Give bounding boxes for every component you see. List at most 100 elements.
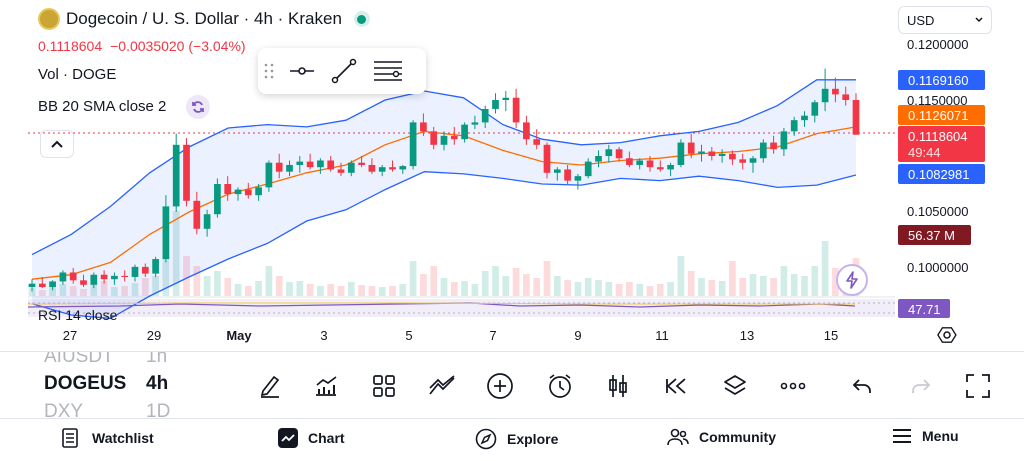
nav-chart[interactable]: Chart <box>278 428 345 448</box>
templates-icon[interactable] <box>368 370 400 402</box>
alert-icon[interactable] <box>544 370 576 402</box>
rsi-legend[interactable]: RSI 14 close <box>38 307 118 321</box>
watchlist-icon <box>62 428 78 448</box>
draw-pen-icon[interactable] <box>254 370 286 402</box>
volume-bar <box>759 276 767 296</box>
candle-body <box>111 275 118 280</box>
replay-icon[interactable] <box>660 370 692 402</box>
symbol-next[interactable]: DXY <box>44 401 84 418</box>
horizontal-ray-icon[interactable] <box>288 61 316 81</box>
candle-body <box>584 161 592 177</box>
candle-body <box>656 167 664 170</box>
drawing-toolbox[interactable] <box>258 48 426 94</box>
volume-bar <box>203 276 211 296</box>
candle-body <box>80 280 87 285</box>
price-tick: 0.1050000 <box>907 204 969 219</box>
price-tick: 0.1150000 <box>907 93 968 108</box>
candle-body <box>234 189 242 195</box>
drawing-lines-icon[interactable] <box>426 370 458 402</box>
bb-lower-tag: 0.1082981 <box>898 164 985 184</box>
community-icon <box>667 428 689 446</box>
chart-title-bar[interactable]: Dogecoin / U. S. Dollar · 4h · Kraken <box>38 8 370 30</box>
time-tick: 5 <box>405 328 413 343</box>
undo-icon[interactable] <box>846 370 878 402</box>
price-tick: 0.1000000 <box>907 260 969 275</box>
time-tick: 27 <box>62 328 78 343</box>
collapse-legend-button[interactable] <box>40 130 74 158</box>
candle-body <box>337 169 345 173</box>
rsi-line <box>27 302 856 308</box>
time-tick: 9 <box>574 328 582 343</box>
lightning-icon[interactable] <box>836 264 868 296</box>
symbol-current[interactable]: DOGEUS <box>44 373 127 394</box>
candle-body <box>203 214 211 229</box>
price-chart[interactable] <box>0 0 1024 322</box>
add-icon[interactable] <box>484 370 516 402</box>
timeframe-next[interactable]: 1D <box>146 401 171 418</box>
bb-basis-tag: 0.1126071 <box>898 105 985 125</box>
indicators-icon[interactable] <box>310 370 342 402</box>
volume-bar <box>687 271 695 296</box>
candle-body <box>286 164 293 172</box>
symbol-title[interactable]: Dogecoin / U. S. Dollar · 4h · Kraken <box>66 9 342 28</box>
volume-bar <box>646 286 654 296</box>
candle-countdown: 49:44 <box>908 145 941 160</box>
fullscreen-icon[interactable] <box>962 370 994 402</box>
bb-upper-tag: 0.1169160 <box>898 70 985 90</box>
candle-body <box>141 266 149 274</box>
candle-body <box>636 160 644 165</box>
candle-body <box>543 144 551 173</box>
trend-line-icon[interactable] <box>330 57 358 85</box>
parallel-channel-icon[interactable] <box>372 57 404 85</box>
candle-body <box>389 167 396 170</box>
candle-body <box>605 149 613 156</box>
candle-body <box>255 187 262 196</box>
volume-bar <box>523 274 530 296</box>
nav-community[interactable]: Community <box>667 428 776 446</box>
candle-body <box>59 272 67 282</box>
candle-body <box>626 158 633 165</box>
volume-bar <box>718 281 726 296</box>
candle-body <box>759 142 767 159</box>
candle-body <box>244 189 252 196</box>
volume-legend[interactable]: Vol · DOGE <box>38 66 117 83</box>
candle-body <box>368 164 376 172</box>
volume-bar <box>626 282 633 296</box>
nav-watchlist[interactable]: Watchlist <box>62 428 154 448</box>
last-price-tag: 0.1118604 49:44 <box>898 126 985 162</box>
volume-bar <box>327 284 335 296</box>
bb-refresh-icon[interactable] <box>186 95 210 119</box>
bb-legend[interactable]: BB 20 SMA close 2 <box>38 98 167 115</box>
timeframe-prev[interactable]: 1h <box>146 352 168 367</box>
symbol-picker[interactable]: AIUSDT 1h DOGEUS 4h DXY 1D <box>0 352 200 418</box>
volume-bar <box>584 278 592 296</box>
nav-menu-label: Menu <box>922 428 959 444</box>
candle-body <box>739 159 747 163</box>
volume-bar <box>59 284 67 296</box>
candle-body <box>420 122 427 132</box>
redo-icon[interactable] <box>905 370 937 402</box>
candle-body <box>564 169 571 181</box>
volume-bar <box>553 276 561 296</box>
drag-handle-icon[interactable] <box>264 62 274 80</box>
chart-type-icon[interactable] <box>602 370 634 402</box>
volume-bar <box>234 284 242 296</box>
currency-select[interactable]: USD <box>898 6 992 34</box>
nav-menu[interactable]: Menu <box>892 428 959 444</box>
more-icon[interactable] <box>777 370 809 402</box>
volume-bars <box>28 211 860 296</box>
nav-explore[interactable]: Explore <box>475 428 558 450</box>
volume-bar <box>574 282 582 296</box>
candle-body <box>677 142 685 165</box>
layers-icon[interactable] <box>719 370 751 402</box>
candle-body <box>842 94 850 100</box>
candle-body <box>49 281 56 288</box>
volume-bar <box>121 286 129 296</box>
candle-body <box>801 115 808 121</box>
volume-bar <box>749 274 757 296</box>
volume-bar <box>667 282 674 296</box>
symbol-prev[interactable]: AIUSDT <box>44 352 114 367</box>
chart-settings-icon[interactable] <box>937 326 957 349</box>
candle-body <box>646 160 654 168</box>
timeframe-current[interactable]: 4h <box>146 373 169 394</box>
